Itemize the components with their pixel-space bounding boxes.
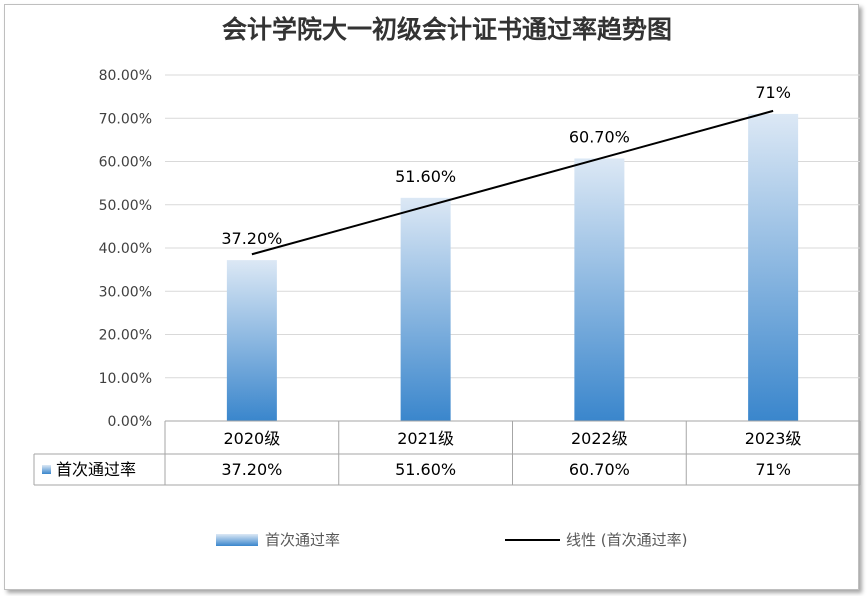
legend-bar-swatch: [216, 534, 258, 546]
table-series-label: 首次通过率: [56, 460, 136, 479]
x-category-label: 2023级: [745, 429, 802, 448]
y-tick-label: 60.00%: [99, 155, 152, 171]
table-legend-key: [42, 465, 51, 474]
data-label: 51.60%: [395, 167, 456, 186]
y-tick-label: 10.00%: [99, 371, 152, 387]
y-tick-label: 70.00%: [99, 111, 152, 127]
bar: [748, 113, 799, 422]
legend-line-label: 线性 (首次通过率): [566, 531, 687, 549]
x-category-label: 2022级: [571, 429, 628, 448]
trendline: [251, 109, 774, 256]
table-value: 60.70%: [569, 460, 630, 479]
y-tick-label: 50.00%: [99, 198, 152, 214]
chart-title: 会计学院大一初级会计证书通过率趋势图: [222, 15, 672, 44]
data-label: 37.20%: [221, 229, 282, 248]
bar: [400, 197, 451, 421]
data-label: 60.70%: [569, 127, 630, 146]
bar: [226, 260, 277, 421]
table-value: 51.60%: [395, 460, 456, 479]
y-tick-label: 20.00%: [99, 328, 152, 344]
table-value: 71%: [755, 460, 791, 479]
y-tick-label: 0.00%: [108, 414, 152, 430]
y-tick-label: 40.00%: [99, 241, 152, 257]
legend-bar-label: 首次通过率: [265, 531, 340, 549]
table-value: 37.20%: [221, 460, 282, 479]
data-label: 71%: [755, 83, 791, 102]
y-tick-label: 80.00%: [99, 68, 152, 84]
bar: [574, 158, 625, 421]
x-category-label: 2020级: [224, 429, 281, 448]
x-category-label: 2021级: [397, 429, 454, 448]
y-tick-label: 30.00%: [99, 284, 152, 300]
